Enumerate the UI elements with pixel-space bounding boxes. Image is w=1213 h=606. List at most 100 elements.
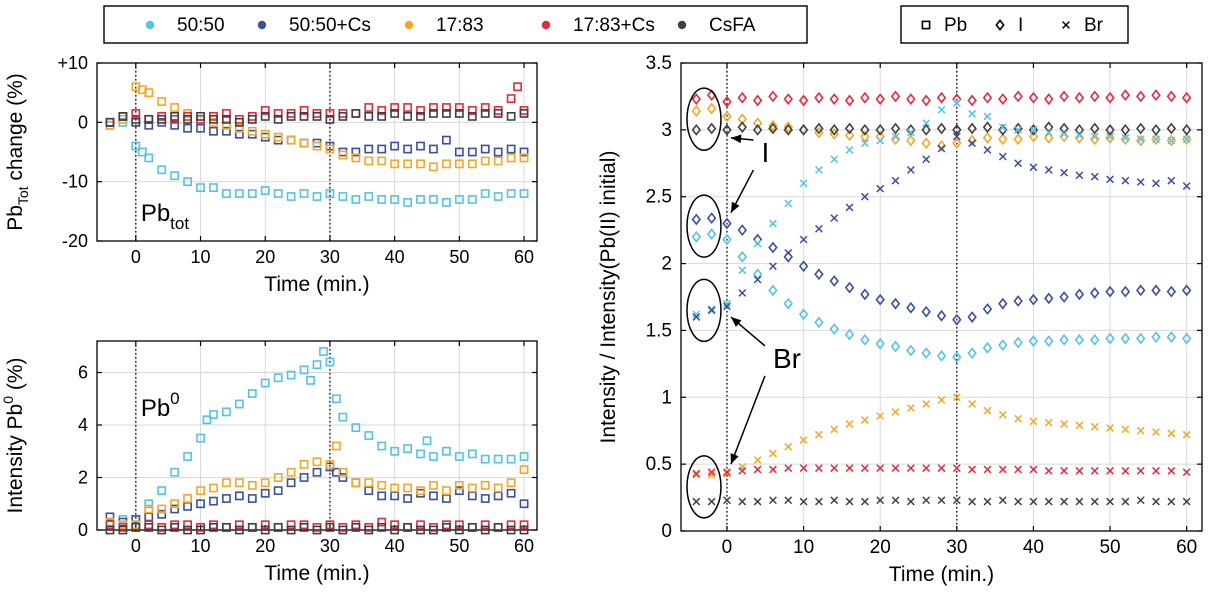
data-point — [222, 478, 231, 488]
x-tick-label: 0 — [722, 537, 733, 558]
data-point — [312, 192, 322, 201]
data-point — [118, 112, 128, 121]
data-point — [1166, 122, 1177, 135]
data-point — [273, 114, 283, 124]
data-point — [131, 109, 141, 118]
data-point — [982, 131, 993, 144]
x-tick-label: 30 — [320, 536, 340, 556]
data-point — [1044, 292, 1054, 305]
data-point — [814, 91, 824, 104]
data-point — [783, 93, 793, 105]
data-point — [467, 483, 477, 493]
data-point — [234, 123, 244, 133]
series-50-50 — [105, 117, 529, 207]
marker-legend-item-pb: Pb — [921, 15, 967, 36]
data-point — [1105, 285, 1115, 298]
data-point — [1120, 123, 1131, 136]
legend-marker-square — [921, 20, 931, 30]
data-point — [1013, 336, 1023, 349]
data-point — [706, 122, 717, 135]
data-point — [798, 123, 809, 136]
y-tick-label: 3 — [661, 120, 672, 141]
data-point — [722, 95, 732, 108]
data-point — [209, 522, 218, 532]
data-point — [1090, 133, 1100, 146]
data-point — [998, 465, 1007, 474]
data-point — [273, 473, 283, 482]
data-point — [814, 122, 824, 135]
x-tick-label: 50 — [449, 247, 469, 267]
data-point — [105, 117, 115, 127]
data-point — [480, 454, 490, 464]
data-point — [799, 436, 808, 445]
data-point — [998, 133, 1008, 146]
data-point — [442, 198, 451, 207]
data-point — [1105, 332, 1115, 345]
data-point — [493, 192, 503, 201]
data-point — [1106, 175, 1114, 184]
x-tick-label: 20 — [870, 537, 891, 558]
data-point — [723, 302, 731, 311]
data-point — [325, 357, 335, 367]
data-point — [722, 123, 732, 136]
data-point — [1120, 285, 1131, 298]
data-point — [467, 106, 477, 115]
data-point — [196, 183, 205, 192]
data-point — [1044, 418, 1053, 427]
data-point — [118, 525, 128, 535]
annotation-label: Br — [773, 343, 801, 374]
data-point — [937, 496, 946, 505]
data-point — [506, 144, 516, 154]
data-point — [454, 520, 464, 530]
data-point — [519, 109, 529, 118]
data-point — [1090, 466, 1099, 475]
data-point — [480, 189, 490, 198]
data-point — [1136, 466, 1145, 475]
data-point — [1151, 123, 1161, 136]
data-point — [196, 123, 205, 133]
data-point — [830, 496, 839, 505]
data-point — [1182, 468, 1191, 477]
data-point — [860, 130, 870, 143]
legend-marker-cross — [1062, 21, 1070, 29]
data-point — [131, 522, 141, 532]
data-point — [769, 262, 777, 271]
data-point — [442, 520, 451, 530]
data-point — [351, 147, 361, 157]
series-50-50-br — [692, 99, 1191, 319]
data-point — [998, 339, 1008, 352]
data-point — [480, 109, 490, 118]
data-point — [769, 465, 777, 474]
data-point — [519, 499, 529, 509]
data-point — [723, 299, 731, 308]
data-point — [222, 522, 231, 532]
data-point — [442, 159, 451, 169]
data-point — [183, 123, 192, 133]
data-point — [769, 219, 777, 228]
data-point — [118, 520, 128, 530]
data-point — [196, 433, 205, 443]
data-point — [860, 333, 870, 346]
data-point — [416, 488, 425, 498]
data-point — [170, 499, 180, 509]
data-point — [286, 467, 296, 477]
data-point — [799, 497, 808, 506]
data-point — [493, 454, 503, 464]
data-point — [1121, 497, 1130, 506]
data-point — [480, 156, 490, 166]
data-point — [753, 465, 762, 474]
series-csfa-br — [692, 496, 1191, 506]
data-point — [1136, 90, 1146, 103]
data-point — [519, 465, 529, 475]
data-point — [273, 132, 283, 142]
data-point — [844, 94, 855, 107]
data-point — [738, 289, 747, 297]
data-point — [144, 499, 154, 509]
data-point — [952, 123, 962, 136]
data-point — [921, 347, 931, 360]
data-point — [286, 135, 296, 145]
data-point — [692, 310, 701, 319]
data-point — [1166, 90, 1177, 103]
data-point — [364, 478, 374, 488]
